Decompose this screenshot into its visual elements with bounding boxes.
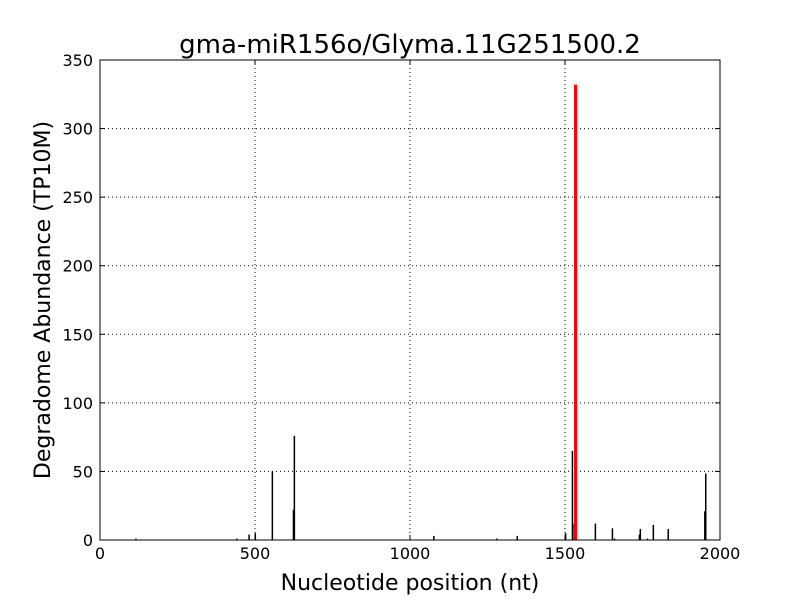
x-axis-label: Nucleotide position (nt) (281, 571, 540, 596)
grid-lines (99, 59, 721, 541)
x-tick-label: 1500 (545, 544, 586, 563)
y-tick-label: 50 (73, 462, 93, 481)
y-tick-label: 350 (62, 51, 93, 70)
y-tick-label: 200 (62, 257, 93, 276)
x-tick-label: 0 (95, 544, 105, 563)
y-tick-label: 100 (62, 394, 93, 413)
y-tick-label: 300 (62, 120, 93, 139)
x-tick-label: 500 (240, 544, 271, 563)
y-tick-label: 250 (62, 188, 93, 207)
x-tick-label: 2000 (700, 544, 741, 563)
ticks: 0 500 1000 1500 2000 0 50 100 150 200 250 300 350 (62, 51, 740, 563)
chart-title: gma-miR156o/Glyma.11G251500.2 (179, 30, 641, 60)
y-tick-label: 150 (62, 325, 93, 344)
y-tick-label: 0 (83, 531, 93, 550)
x-tick-label: 1000 (390, 544, 431, 563)
y-axis-label: Degradome Abundance (TP10M) (31, 121, 56, 479)
